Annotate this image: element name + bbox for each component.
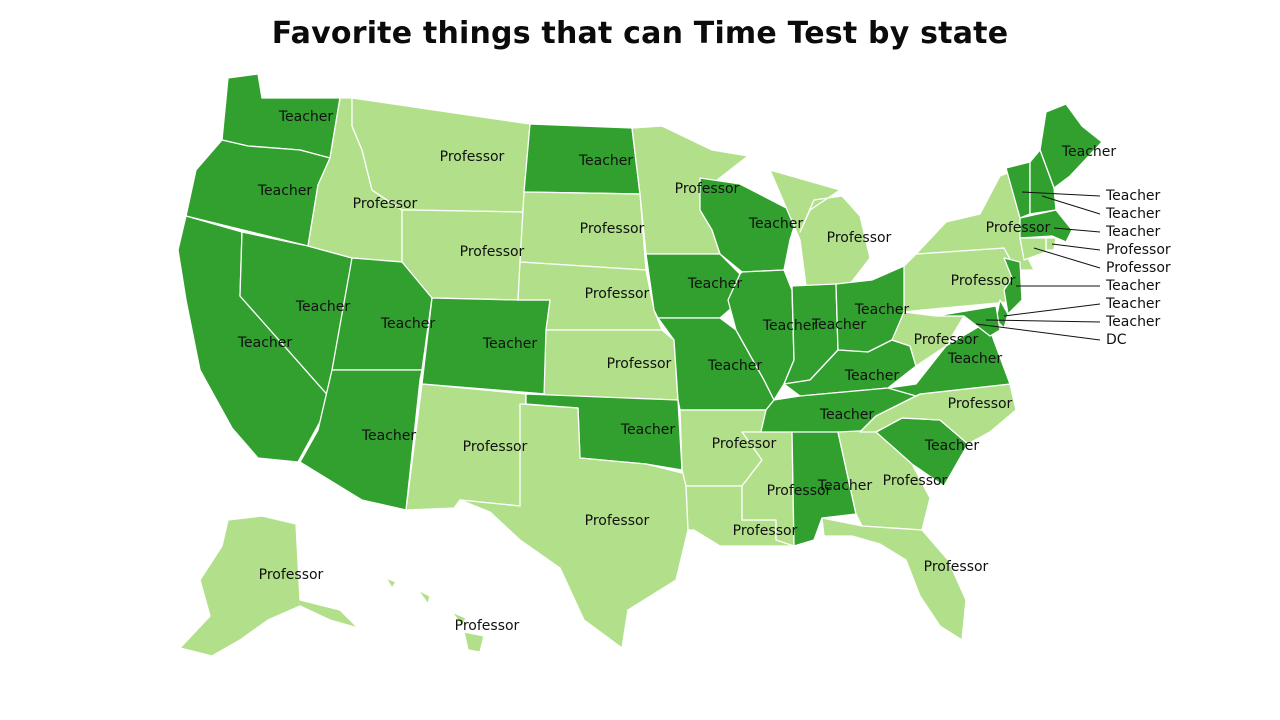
callout-line-md — [985, 319, 1101, 323]
state-ak — [179, 515, 359, 657]
callout-line-vt — [1021, 191, 1101, 197]
state-md — [935, 305, 1001, 337]
state-label-wy: Professor — [460, 244, 525, 260]
state-label-ny: Professor — [986, 220, 1051, 236]
map-title: Favorite things that can Time Test by st… — [271, 16, 1009, 51]
state-label-or: Teacher — [257, 183, 313, 199]
callout-label-nh: Teacher — [1105, 206, 1161, 222]
callout-line-ct — [1033, 247, 1101, 269]
callout-label-md: Teacher — [1105, 314, 1161, 330]
state-tx — [459, 403, 689, 649]
state-label-ia: Teacher — [687, 276, 743, 292]
callout-label-vt: Teacher — [1105, 188, 1161, 204]
state-label-al: Teacher — [817, 478, 873, 494]
callout-label-nj: Teacher — [1105, 278, 1161, 294]
callout-label-ri: Professor — [1106, 242, 1171, 258]
callout-line-de — [1003, 303, 1101, 317]
state-label-wa: Teacher — [278, 109, 334, 125]
state-label-mn: Professor — [675, 181, 740, 197]
state-label-sd: Professor — [580, 221, 645, 237]
state-label-wi: Teacher — [748, 216, 804, 232]
state-label-sc: Teacher — [924, 438, 980, 454]
state-label-co: Teacher — [482, 336, 538, 352]
state-label-nd: Teacher — [578, 153, 634, 169]
state-label-az: Teacher — [361, 428, 417, 444]
state-label-ks: Professor — [607, 356, 672, 372]
state-label-hi: Professor — [455, 618, 520, 634]
state-label-nm: Professor — [463, 439, 528, 455]
state-label-mi: Professor — [827, 230, 892, 246]
state-hi — [385, 577, 485, 653]
state-label-il: Teacher — [762, 318, 818, 334]
state-label-ut: Teacher — [380, 316, 436, 332]
callout-label-ct: Professor — [1106, 260, 1171, 276]
state-label-id: Professor — [353, 196, 418, 212]
state-az — [299, 369, 423, 511]
state-fl — [821, 517, 967, 641]
state-label-ca: Teacher — [237, 335, 293, 351]
callout-label-ma: Teacher — [1105, 224, 1161, 240]
state-label-fl: Professor — [924, 559, 989, 575]
state-label-ms: Professor — [767, 483, 832, 499]
state-label-nv: Teacher — [295, 299, 351, 315]
callout-line-nh — [1041, 195, 1101, 215]
state-label-mt: Professor — [440, 149, 505, 165]
state-label-me: Teacher — [1061, 144, 1117, 160]
state-label-ga: Professor — [883, 473, 948, 489]
state-label-ok: Teacher — [620, 422, 676, 438]
state-mi — [769, 169, 871, 287]
state-label-in: Teacher — [811, 317, 867, 333]
state-label-ak: Professor — [259, 567, 324, 583]
state-label-nc: Professor — [948, 396, 1013, 412]
callout-line-ma — [1053, 227, 1101, 233]
state-ut — [331, 257, 433, 371]
callout-line-ri — [1051, 243, 1101, 251]
state-label-tn: Teacher — [819, 407, 875, 423]
state-label-tx: Professor — [585, 513, 650, 529]
state-label-va: Teacher — [947, 351, 1003, 367]
callout-line-dc — [975, 323, 1101, 341]
state-label-ar: Professor — [712, 436, 777, 452]
callout-label-de: Teacher — [1105, 296, 1161, 312]
state-label-pa: Professor — [951, 273, 1016, 289]
state-label-oh: Teacher — [854, 302, 910, 318]
state-label-wv: Professor — [914, 332, 979, 348]
state-label-la: Professor — [733, 523, 798, 539]
state-label-mo: Teacher — [707, 358, 763, 374]
state-me — [1039, 103, 1103, 189]
state-label-ne: Professor — [585, 286, 650, 302]
callout-label-dc: DC — [1106, 332, 1127, 348]
state-label-ky: Teacher — [844, 368, 900, 384]
state-ct — [1019, 237, 1047, 261]
